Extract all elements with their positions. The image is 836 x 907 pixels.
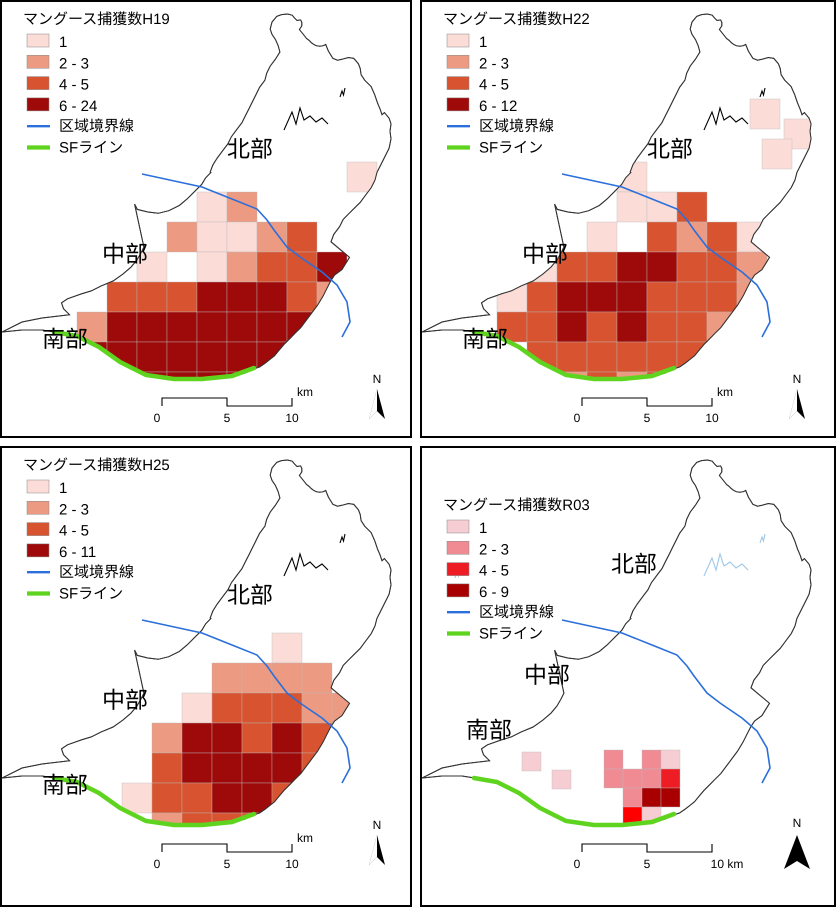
svg-text:4 - 5: 4 - 5	[479, 77, 509, 94]
svg-text:5: 5	[224, 857, 231, 871]
svg-text:SFライン: SFライン	[59, 140, 123, 157]
svg-text:2 - 3: 2 - 3	[59, 55, 89, 72]
svg-text:4 - 5: 4 - 5	[59, 77, 89, 94]
svg-text:10: 10	[705, 411, 719, 425]
svg-text:マングース捕獲数R03: マングース捕獲数R03	[443, 497, 590, 514]
svg-text:1: 1	[59, 34, 67, 51]
svg-text:6 - 9: 6 - 9	[479, 584, 509, 601]
svg-text:北部: 北部	[611, 551, 657, 577]
svg-text:0: 0	[574, 411, 581, 425]
svg-text:1: 1	[479, 520, 487, 537]
svg-text:マングース捕獲数H19: マングース捕獲数H19	[23, 11, 170, 28]
svg-text:1: 1	[59, 480, 67, 497]
svg-text:10: 10	[285, 857, 299, 871]
svg-text:南部: 南部	[466, 717, 512, 743]
svg-text:6 - 12: 6 - 12	[479, 98, 517, 115]
svg-text:N: N	[373, 372, 382, 386]
svg-text:北部: 北部	[227, 136, 273, 162]
svg-text:10 km: 10 km	[711, 857, 744, 871]
svg-text:0: 0	[154, 857, 161, 871]
svg-text:6 - 24: 6 - 24	[59, 98, 97, 115]
svg-text:中部: 中部	[102, 241, 148, 267]
svg-text:10: 10	[285, 411, 299, 425]
svg-text:km: km	[297, 385, 313, 399]
svg-text:2 - 3: 2 - 3	[479, 55, 509, 72]
svg-text:km: km	[717, 385, 733, 399]
svg-text:中部: 中部	[522, 241, 568, 267]
svg-text:南部: 南部	[462, 326, 508, 352]
svg-text:北部: 北部	[647, 136, 693, 162]
svg-text:1: 1	[479, 34, 487, 51]
svg-text:SFライン: SFライン	[479, 626, 543, 643]
svg-text:0: 0	[574, 857, 581, 871]
svg-text:5: 5	[644, 411, 651, 425]
svg-text:N: N	[793, 372, 802, 386]
svg-text:区域境界線: 区域境界線	[479, 604, 554, 621]
svg-text:N: N	[373, 818, 382, 832]
svg-text:中部: 中部	[524, 662, 570, 688]
svg-text:中部: 中部	[102, 687, 148, 713]
svg-text:SFライン: SFライン	[479, 140, 543, 157]
svg-text:南部: 南部	[42, 772, 88, 798]
svg-text:2 - 3: 2 - 3	[59, 501, 89, 518]
svg-text:北部: 北部	[227, 582, 273, 608]
svg-text:区域境界線: 区域境界線	[479, 118, 554, 135]
svg-text:南部: 南部	[42, 326, 88, 352]
svg-text:0: 0	[154, 411, 161, 425]
svg-text:区域境界線: 区域境界線	[59, 564, 134, 581]
svg-text:5: 5	[644, 857, 651, 871]
svg-text:N: N	[793, 816, 802, 830]
svg-text:km: km	[297, 831, 313, 845]
svg-text:区域境界線: 区域境界線	[59, 118, 134, 135]
svg-text:2 - 3: 2 - 3	[479, 541, 509, 558]
svg-text:マングース捕獲数H22: マングース捕獲数H22	[443, 11, 590, 28]
svg-text:5: 5	[224, 411, 231, 425]
svg-text:6 - 11: 6 - 11	[59, 544, 96, 561]
svg-text:SFライン: SFライン	[59, 586, 123, 603]
svg-text:マングース捕獲数H25: マングース捕獲数H25	[23, 457, 170, 474]
svg-text:4 - 5: 4 - 5	[479, 563, 509, 580]
svg-text:4 - 5: 4 - 5	[59, 523, 89, 540]
